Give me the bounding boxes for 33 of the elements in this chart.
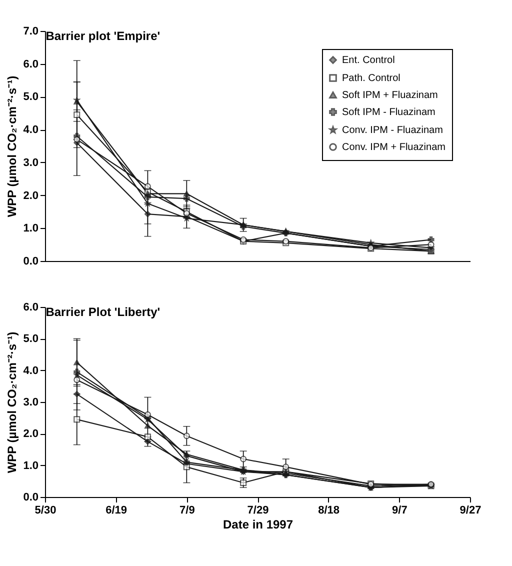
x-tick-label: 7/9: [180, 504, 195, 516]
x-tick-label: 9/27: [460, 504, 482, 516]
y-tick-label: 1.0: [23, 460, 38, 472]
legend-label: Soft IPM - Fluazinam: [342, 107, 436, 118]
x-tick-label: 9/7: [392, 504, 408, 516]
y-tick-label: 0.0: [23, 492, 38, 504]
legend-label: Ent. Control: [342, 55, 395, 66]
y-tick-label: 3.0: [23, 396, 38, 408]
y-tick-label: 6.0: [23, 58, 38, 70]
y-axis-title: WPP (µmol CO₂·cm⁻²·s⁻¹): [5, 332, 20, 474]
x-tick-label: 6/19: [106, 504, 128, 516]
legend-label: Conv. IPM + Fluazinam: [342, 142, 446, 153]
chart-title: Barrier Plot 'Liberty': [46, 305, 160, 319]
chart-title: Barrier plot 'Empire': [46, 29, 160, 43]
x-tick-label: 7/29: [247, 504, 269, 516]
y-tick-label: 5.0: [23, 333, 38, 346]
x-axis-title: Date in 1997: [222, 518, 294, 532]
x-tick-label: 5/30: [34, 504, 56, 516]
y-tick-label: 2.0: [23, 190, 38, 202]
y-tick-label: 3.0: [23, 156, 38, 169]
legend-label: Soft IPM + Fluazinam: [342, 90, 438, 101]
legend-label: Path. Control: [342, 73, 400, 84]
y-tick-label: 4.0: [23, 124, 38, 136]
y-tick-label: 0.0: [23, 256, 38, 268]
y-tick-label: 5.0: [23, 91, 38, 104]
y-tick-label: 2.0: [23, 428, 38, 440]
y-tick-label: 4.0: [23, 364, 38, 377]
y-tick-label: 1.0: [23, 222, 38, 235]
y-tick-label: 6.0: [23, 302, 38, 314]
x-tick-label: 8/18: [318, 504, 340, 516]
y-tick-label: 7.0: [23, 26, 38, 38]
y-axis-title: WPP (µmol CO₂·cm⁻²·s⁻¹): [5, 76, 20, 218]
legend-label: Conv. IPM - Fluazinam: [342, 125, 443, 136]
